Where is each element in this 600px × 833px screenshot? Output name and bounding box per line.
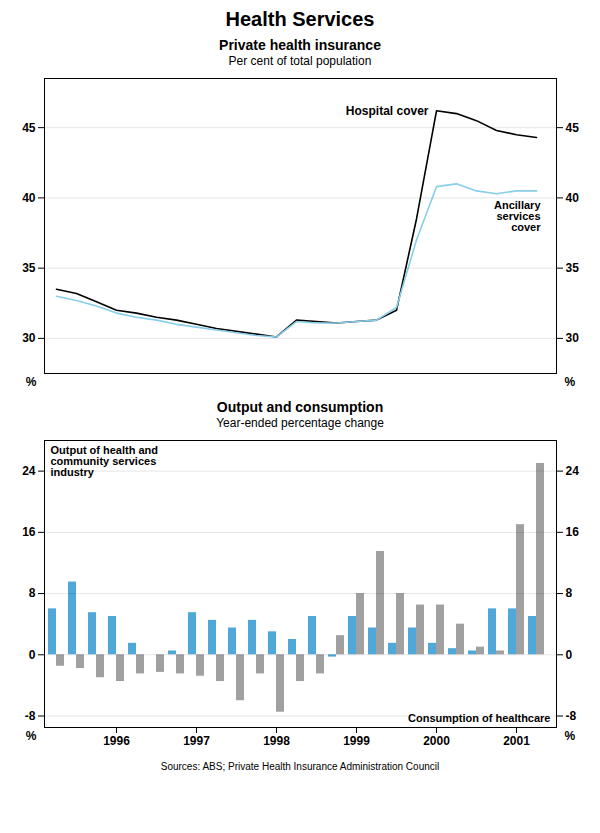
svg-text:-8: -8 <box>25 709 36 723</box>
svg-text:Consumption of healthcare: Consumption of healthcare <box>408 712 550 724</box>
svg-text:Ancillaryservicescover: Ancillaryservicescover <box>494 199 541 233</box>
svg-text:1999: 1999 <box>343 734 370 748</box>
svg-text:16: 16 <box>22 525 36 539</box>
svg-text:8: 8 <box>29 586 36 600</box>
svg-text:0: 0 <box>566 648 573 662</box>
svg-text:24: 24 <box>566 464 580 478</box>
svg-text:8: 8 <box>566 586 573 600</box>
svg-text:0: 0 <box>29 648 36 662</box>
html-text:Health Services: Health Services <box>225 8 375 30</box>
svg-text:40: 40 <box>22 191 36 205</box>
svg-text:1998: 1998 <box>263 734 290 748</box>
svg-text:30: 30 <box>22 331 36 345</box>
svg-text:24: 24 <box>22 464 36 478</box>
svg-text:35: 35 <box>566 261 580 275</box>
html-text:Year-ended percentage change: Year-ended percentage change <box>216 416 384 430</box>
html-text:Sources: ABS; Private Health I: Sources: ABS; Private Health Insurance A… <box>160 761 440 772</box>
svg-text:40: 40 <box>566 191 580 205</box>
svg-text:16: 16 <box>566 525 580 539</box>
svg-text:%: % <box>26 729 37 743</box>
svg-text:2000: 2000 <box>423 734 450 748</box>
html-text:Private health insurance: Private health insurance <box>219 37 381 53</box>
svg-text:1997: 1997 <box>183 734 210 748</box>
svg-text:45: 45 <box>22 121 36 135</box>
svg-text:-8: -8 <box>566 709 577 723</box>
svg-text:Hospital cover: Hospital cover <box>346 104 429 118</box>
svg-text:45: 45 <box>566 121 580 135</box>
svg-text:%: % <box>565 729 576 743</box>
svg-text:Output of health andcommunity: Output of health andcommunity servicesin… <box>51 444 159 478</box>
html-text:Per cent of total population: Per cent of total population <box>228 54 372 68</box>
svg-text:2001: 2001 <box>503 734 530 748</box>
svg-text:%: % <box>565 375 576 389</box>
svg-text:35: 35 <box>22 261 36 275</box>
svg-text:1996: 1996 <box>103 734 130 748</box>
html-text:Output and consumption: Output and consumption <box>216 399 384 415</box>
svg-text:30: 30 <box>566 331 580 345</box>
svg-text:%: % <box>26 375 37 389</box>
